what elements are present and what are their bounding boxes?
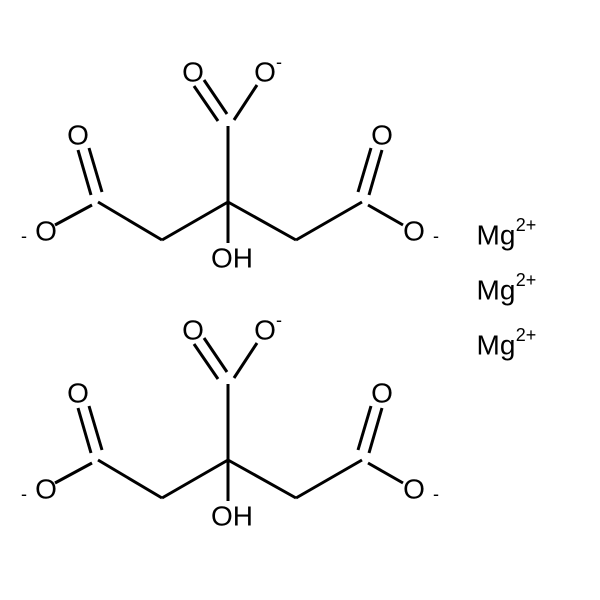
svg-text:O: O: [371, 378, 393, 409]
magnesium-ion: Mg2+: [477, 270, 537, 306]
svg-text:O: O: [371, 120, 393, 151]
svg-text:-: -: [21, 226, 27, 246]
citrate-ion: OO-OO-OO-OH: [21, 52, 439, 274]
svg-text:-: -: [433, 226, 439, 246]
svg-text:O: O: [67, 120, 89, 151]
svg-text:-: -: [276, 52, 282, 72]
svg-text:2+: 2+: [516, 270, 537, 290]
svg-text:O: O: [254, 315, 276, 346]
svg-text:O: O: [403, 474, 425, 505]
magnesium-ion: Mg2+: [477, 215, 537, 251]
svg-text:O: O: [254, 57, 276, 88]
svg-text:OH: OH: [211, 501, 253, 532]
svg-text:-: -: [276, 310, 282, 330]
svg-text:2+: 2+: [516, 325, 537, 345]
svg-text:2+: 2+: [516, 215, 537, 235]
chemical-structure-diagram: OO-OO-OO-OHOO-OO-OO-OHMg2+Mg2+Mg2+: [0, 0, 600, 600]
svg-text:Mg: Mg: [477, 275, 516, 306]
svg-text:-: -: [433, 484, 439, 504]
svg-text:OH: OH: [211, 243, 253, 274]
svg-text:Mg: Mg: [477, 330, 516, 361]
svg-text:O: O: [182, 315, 204, 346]
magnesium-ion: Mg2+: [477, 325, 537, 361]
svg-text:O: O: [182, 57, 204, 88]
svg-text:Mg: Mg: [477, 220, 516, 251]
citrate-ion: OO-OO-OO-OH: [21, 310, 439, 532]
svg-text:O: O: [67, 378, 89, 409]
svg-text:O: O: [403, 216, 425, 247]
svg-text:-: -: [21, 484, 27, 504]
svg-text:O: O: [35, 216, 57, 247]
svg-text:O: O: [35, 474, 57, 505]
